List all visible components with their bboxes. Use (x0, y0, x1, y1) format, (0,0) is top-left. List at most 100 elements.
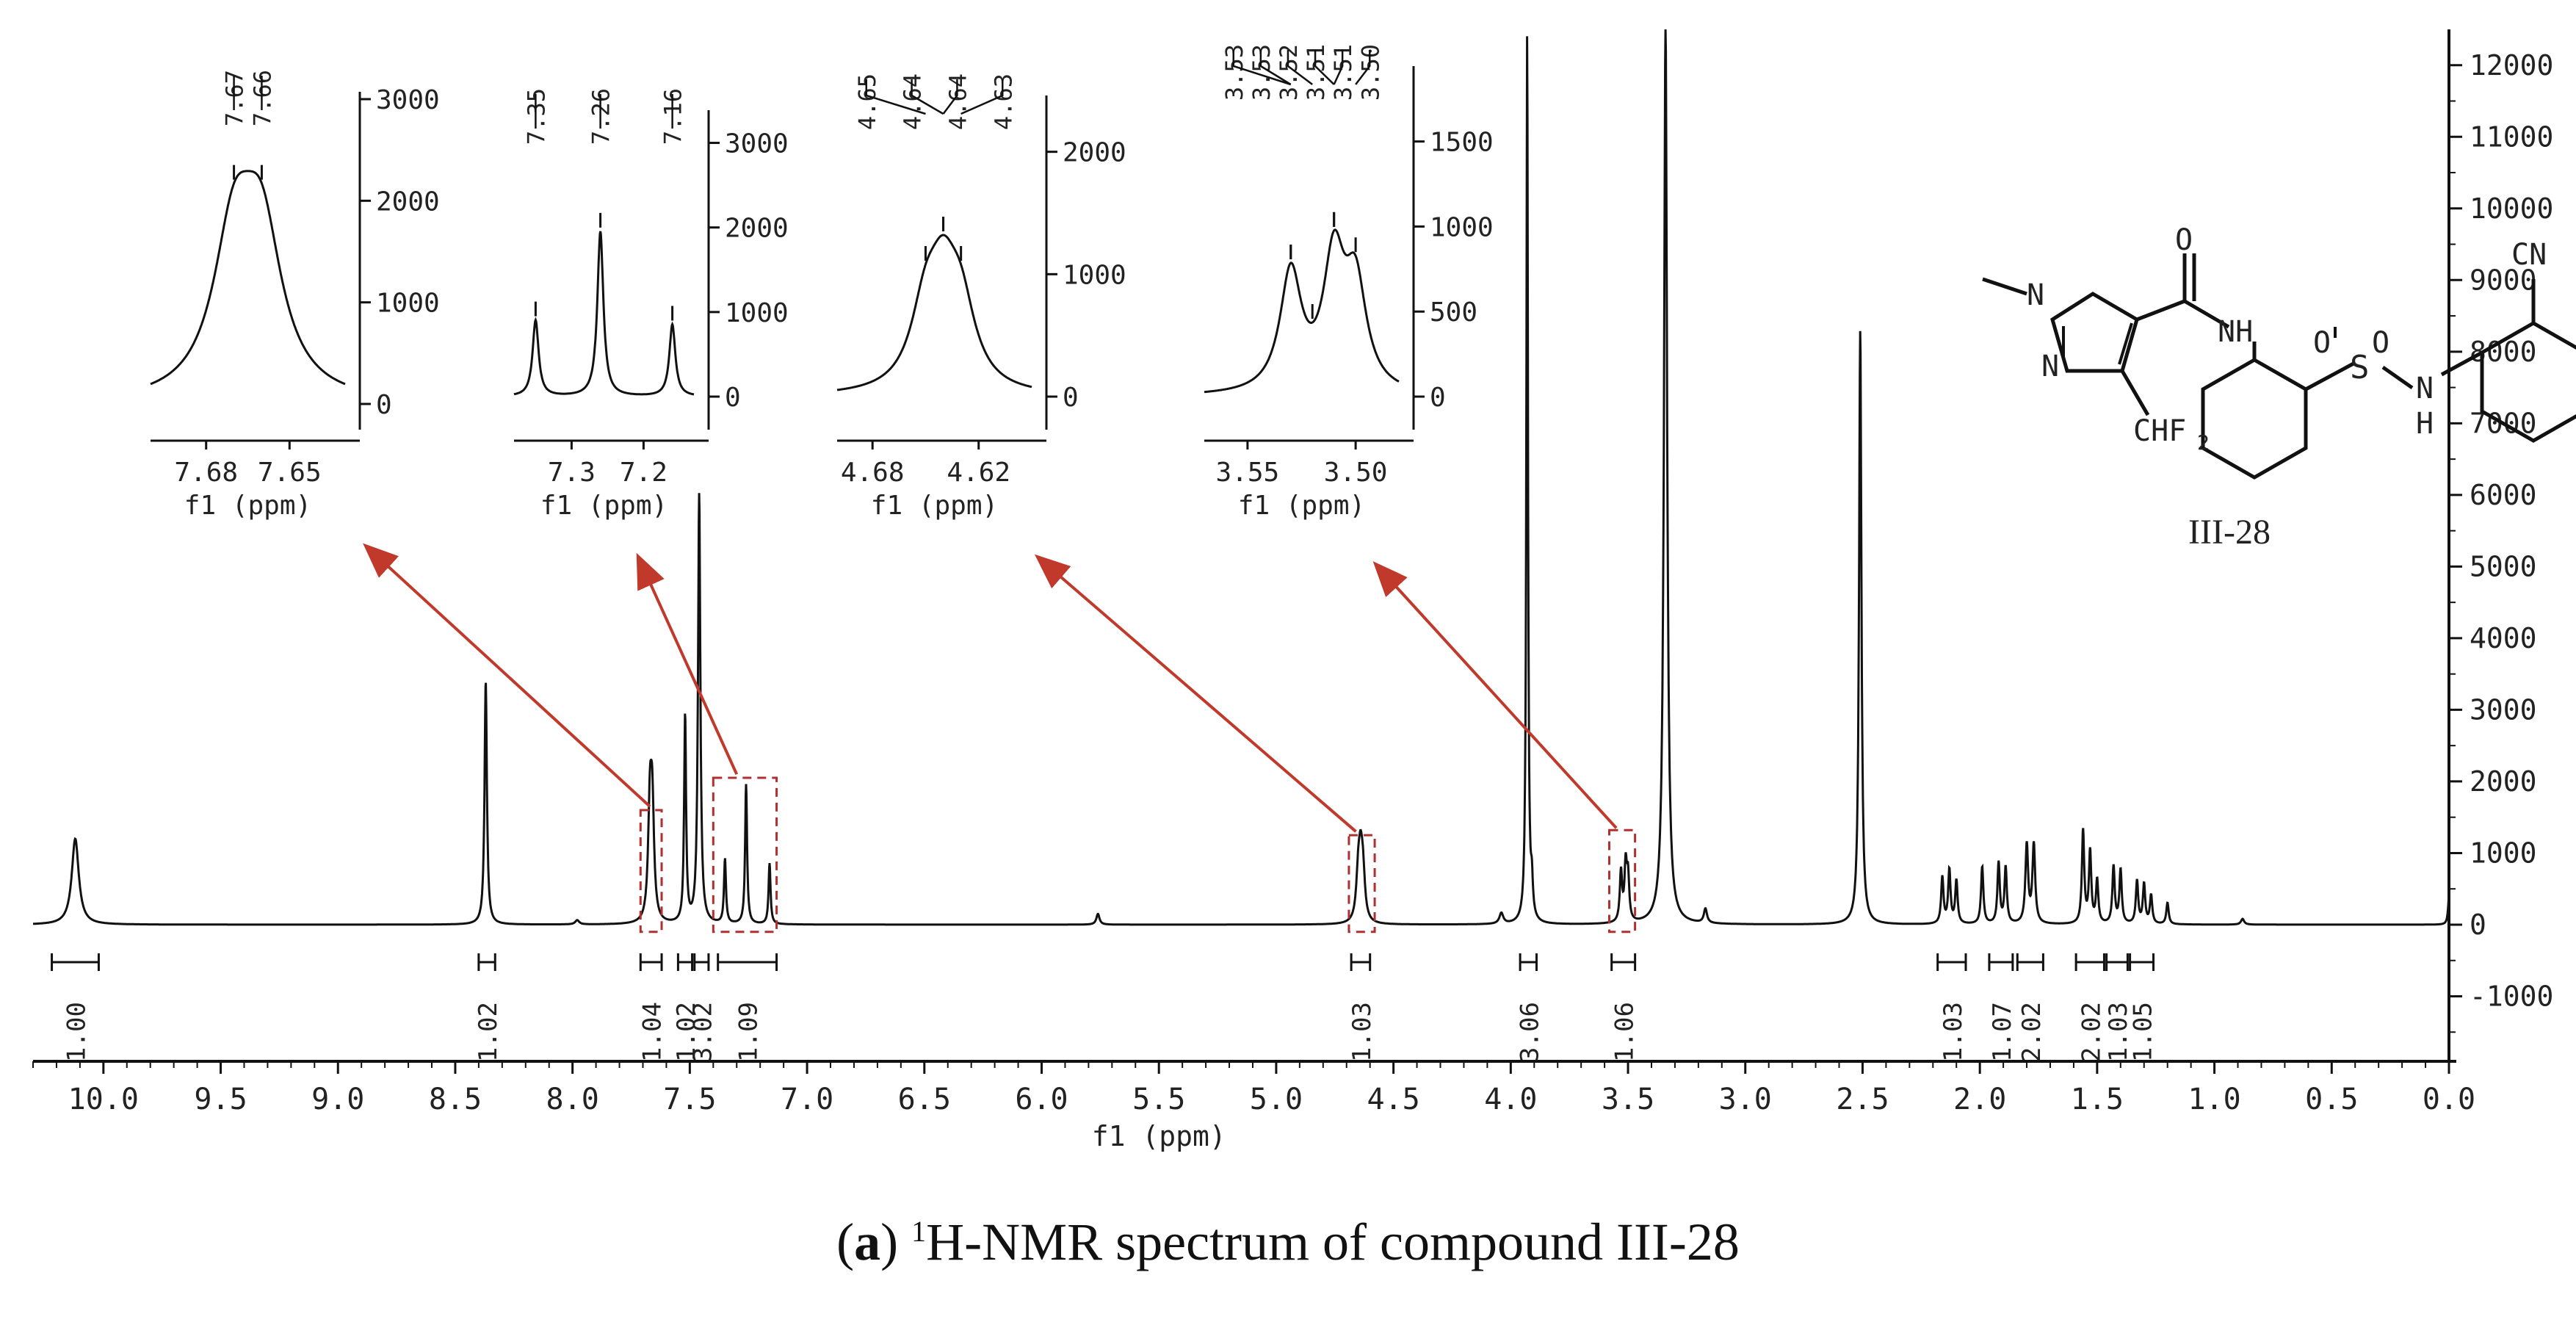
integral-label: 1.03 (1347, 1002, 1377, 1062)
peak-label-leader (865, 79, 926, 115)
peak-label-leader (1232, 50, 1292, 86)
integral-label: 2.02 (2017, 1002, 2047, 1062)
caption-letter: a (854, 1213, 881, 1271)
integral-label: 1.00 (62, 1002, 91, 1062)
inset-y-tick-label: 0 (1430, 383, 1446, 413)
integral-label: 1.05 (2129, 1002, 2158, 1062)
integral-label: 1.04 (638, 1002, 667, 1062)
atom-label-chf: CHF (2133, 414, 2186, 448)
peak-label-leader (1355, 50, 1371, 85)
inset-y-tick-label: 0 (376, 390, 392, 420)
atom-label-o-right: O (2372, 326, 2389, 360)
y-tick-label: 9000 (2470, 264, 2537, 296)
atom-label-f2-subscript: 2 (2197, 430, 2210, 455)
inset-x-tick-label: 7.3 (548, 458, 596, 488)
integral-label: 1.02 (672, 1002, 701, 1062)
x-axis-label: f1 (ppm) (1092, 1120, 1226, 1152)
x-tick-label: 0.0 (2423, 1083, 2475, 1116)
integral-label: 3.02 (688, 1002, 717, 1062)
zoom-region-box (639, 809, 663, 934)
integral-label: 1.07 (1988, 1002, 2017, 1062)
y-tick-label: 0 (2470, 909, 2486, 941)
inset-y-tick-label: 2000 (376, 187, 440, 217)
inset-trace (513, 231, 695, 396)
y-tick-label: 1000 (2470, 837, 2537, 869)
main-spectrum-plot: 10.0 9.5 9.0 8.5 8.0 7.5 7.0 6.5 6.0 5.5 5.0 4.5 4.0… (32, 29, 2553, 1152)
zoom-region-box (1347, 834, 1376, 934)
atom-label-o: O (2175, 223, 2193, 257)
y-tick-label: 5000 (2470, 550, 2537, 582)
inset-x-axis-label: f1 (ppm) (871, 491, 998, 521)
x-tick-label: 4.5 (1367, 1083, 1419, 1116)
x-tick-label: 9.5 (194, 1083, 247, 1116)
zoom-region-box (712, 776, 778, 934)
inset-x-axis-label: f1 (ppm) (1238, 491, 1365, 521)
integral-label: 3.06 (1515, 1002, 1544, 1062)
inset-x-tick-label: 4.62 (947, 458, 1010, 488)
x-tick-label: 0.5 (2305, 1083, 2358, 1116)
y-tick-label: 12000 (2470, 49, 2553, 82)
inset-x-tick-label: 3.50 (1324, 458, 1388, 488)
peak-label-leader (911, 79, 944, 115)
y-tick-label: 2000 (2470, 765, 2537, 798)
inset-y-tick-label: 0 (1063, 383, 1079, 413)
caption-paren-open: ( (836, 1213, 855, 1271)
x-tick-label: 3.0 (1719, 1083, 1772, 1116)
peak-label-leader (1333, 50, 1344, 85)
peak-label-leader (1259, 50, 1292, 86)
y-tick-label: 4000 (2470, 622, 2537, 654)
atom-label-h: H (2416, 407, 2434, 441)
zoom-arrow (1034, 554, 1357, 833)
caption-paren-close: ) (880, 1213, 899, 1271)
atom-label-o-left: O (2313, 326, 2331, 360)
y-tick-label: -1000 (2470, 980, 2553, 1012)
inset-y-tick-label: 1000 (376, 289, 440, 319)
x-tick-label: 1.5 (2071, 1083, 2124, 1116)
atom-label-n2: N (2041, 350, 2059, 383)
x-tick-label: 5.0 (1250, 1083, 1303, 1116)
x-tick-label: 10.0 (68, 1083, 139, 1116)
integral-label: 1.06 (1610, 1002, 1640, 1062)
zoom-arrow (1372, 561, 1618, 829)
inset-y-tick-label: 2000 (725, 214, 789, 244)
zoom-arrow (363, 543, 651, 808)
zoom-arrows (363, 543, 1618, 833)
inset-y-tick-label: 1500 (1430, 128, 1494, 158)
x-tick-label: 7.0 (781, 1083, 833, 1116)
compound-label: III-28 (2188, 513, 2271, 552)
x-tick-label: 2.0 (1953, 1083, 2006, 1116)
integral-label: 1.03 (2104, 1002, 2133, 1062)
atom-label-n1: N (2027, 278, 2044, 312)
figure-caption: (a) 1H-NMR spectrum of compound III-28 (0, 1212, 2576, 1273)
integral-label: 1.02 (474, 1002, 503, 1062)
x-tick-label: 6.0 (1015, 1083, 1068, 1116)
x-tick-label: 2.5 (1836, 1083, 1889, 1116)
y-tick-label: 11000 (2470, 120, 2553, 153)
x-tick-label: 8.0 (546, 1083, 599, 1116)
inset-y-tick-label: 0 (725, 383, 741, 413)
inset-x-tick-label: 7.65 (258, 458, 322, 488)
inset-y-tick-label: 3000 (725, 129, 789, 159)
inset-y-tick-label: 500 (1430, 297, 1477, 328)
inset-y-tick-label: 1000 (1063, 260, 1126, 290)
inset-x-tick-label: 7.68 (174, 458, 238, 488)
peak-label-leader (960, 79, 1004, 115)
zoom-arrow (636, 552, 739, 776)
integral-label: 1.09 (734, 1002, 764, 1062)
integral-label: 1.03 (1939, 1002, 1968, 1062)
inset-x-tick-label: 4.68 (841, 458, 905, 488)
x-tick-label: 6.5 (898, 1083, 951, 1116)
peak-label-leader (942, 79, 958, 115)
x-tick-label: 1.0 (2188, 1083, 2240, 1116)
atom-label-n: N (2416, 372, 2434, 405)
x-tick-label: 9.0 (311, 1083, 364, 1116)
x-tick-label: 7.5 (663, 1083, 716, 1116)
y-tick-label: 3000 (2470, 693, 2537, 726)
atom-label-cn: CN (2511, 238, 2547, 272)
inset-y-tick-label: 1000 (1430, 212, 1494, 242)
